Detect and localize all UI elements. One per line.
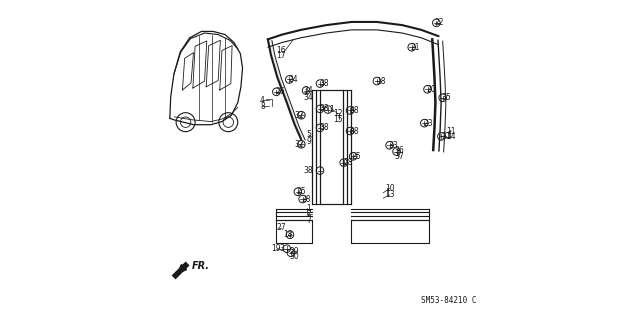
Text: 26: 26	[275, 87, 285, 96]
Text: 13: 13	[385, 190, 394, 199]
Text: 33: 33	[388, 141, 398, 150]
Text: 15: 15	[333, 115, 342, 123]
Text: 12: 12	[333, 109, 342, 118]
Text: 25: 25	[351, 152, 361, 161]
Text: 11: 11	[447, 127, 456, 136]
Text: 4: 4	[260, 96, 265, 105]
Text: 30: 30	[289, 252, 299, 261]
Text: 25: 25	[296, 187, 306, 196]
Text: 17: 17	[276, 51, 286, 60]
Text: 16: 16	[276, 46, 286, 55]
Text: 36: 36	[395, 146, 404, 155]
Text: 35: 35	[442, 93, 451, 102]
Text: 1: 1	[307, 204, 311, 213]
Text: 38: 38	[349, 127, 359, 136]
Text: 18: 18	[284, 230, 293, 239]
Text: 32: 32	[294, 111, 304, 120]
Text: 38: 38	[319, 79, 328, 88]
Text: 37: 37	[395, 152, 404, 161]
Text: 34: 34	[304, 86, 314, 95]
Text: 21: 21	[410, 43, 420, 52]
Text: 34: 34	[304, 93, 314, 102]
Text: 20: 20	[426, 85, 436, 94]
Text: 1: 1	[330, 105, 334, 114]
Text: 28: 28	[344, 158, 353, 167]
Text: 19: 19	[271, 244, 280, 253]
Text: 24: 24	[288, 75, 298, 84]
Text: 32: 32	[294, 140, 304, 149]
Text: 14: 14	[447, 132, 456, 141]
Text: 2: 2	[307, 209, 311, 219]
Text: 22: 22	[435, 19, 444, 27]
Text: 38: 38	[349, 106, 359, 115]
Text: 10: 10	[385, 184, 394, 193]
Text: 3: 3	[279, 244, 284, 253]
Text: 23: 23	[424, 119, 433, 128]
Text: 38: 38	[319, 123, 328, 132]
Text: 8: 8	[260, 102, 265, 111]
Text: 38: 38	[319, 104, 328, 113]
Text: 31: 31	[441, 132, 451, 141]
Text: 27: 27	[276, 223, 286, 232]
Text: 29: 29	[289, 247, 299, 256]
Text: SM53-84210 C: SM53-84210 C	[421, 296, 477, 305]
Text: 9: 9	[306, 137, 311, 146]
Text: 28: 28	[301, 195, 311, 204]
Text: 5: 5	[306, 130, 311, 139]
Text: 38: 38	[304, 166, 314, 175]
Text: FR.: FR.	[192, 261, 210, 271]
Polygon shape	[268, 39, 305, 140]
Text: 18: 18	[376, 77, 386, 85]
Text: 7: 7	[306, 216, 311, 225]
